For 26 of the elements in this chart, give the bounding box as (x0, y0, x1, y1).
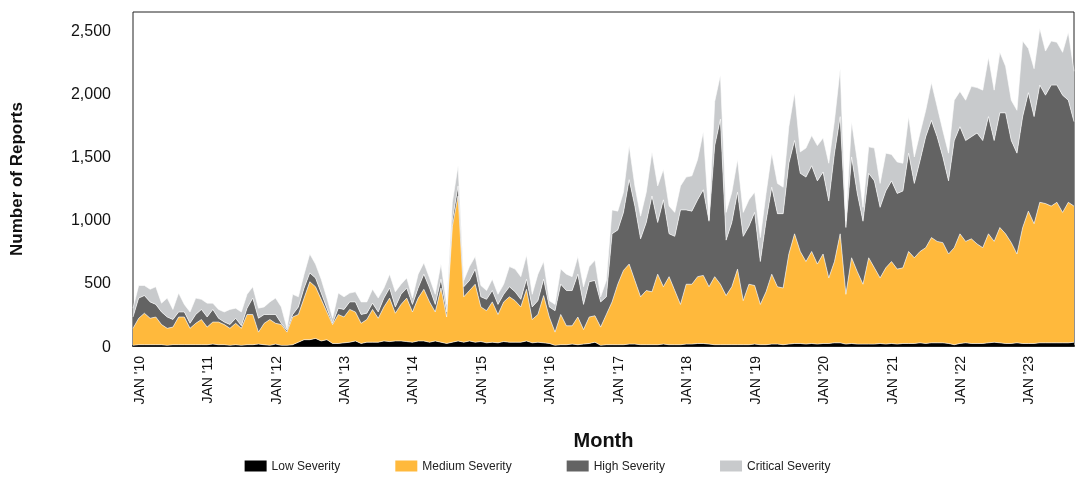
y-tick-label: 500 (84, 274, 112, 292)
y-tick-label: 1,500 (70, 148, 112, 166)
x-tick-label: JAN '23 (1020, 355, 1037, 405)
x-tick-label: JAN '19 (746, 355, 763, 405)
y-tick-label: 0 (102, 337, 112, 355)
x-tick-label: JAN '21 (883, 355, 900, 405)
legend-label: Medium Severity (422, 459, 512, 473)
x-tick-label: JAN '11 (199, 355, 216, 404)
x-tick-label: JAN '18 (678, 355, 695, 405)
x-tick-label: JAN '20 (815, 355, 832, 405)
x-tick-label: JAN '12 (267, 355, 284, 405)
x-tick-label: JAN '17 (609, 355, 626, 405)
y-tick-label: 2,000 (70, 85, 112, 103)
x-tick-label: JAN '15 (472, 355, 489, 405)
legend-label: Critical Severity (747, 459, 831, 473)
x-axis-title: Month (573, 429, 634, 451)
x-tick-label: JAN '22 (951, 355, 968, 405)
legend-label: High Severity (593, 459, 666, 473)
x-tick-label: JAN '10 (130, 355, 147, 405)
x-tick-label: JAN '16 (541, 355, 558, 405)
x-tick-label: JAN '14 (404, 355, 421, 405)
y-tick-label: 2,500 (70, 22, 112, 40)
y-axis-title: Number of Reports (7, 102, 26, 256)
legend-label: Low Severity (271, 459, 341, 473)
x-tick-label: JAN '13 (336, 355, 353, 405)
y-tick-label: 1,000 (70, 211, 112, 229)
